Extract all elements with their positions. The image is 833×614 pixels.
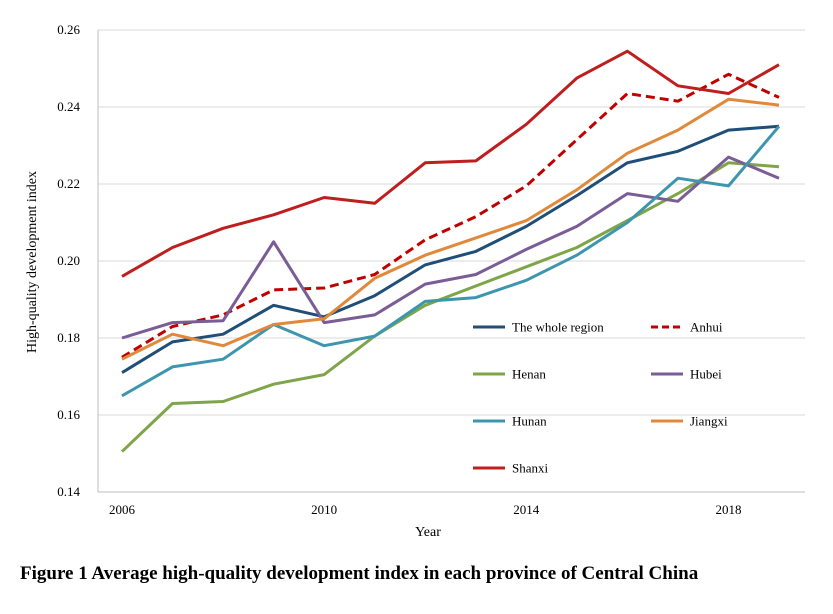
legend-label: The whole region (512, 320, 604, 335)
legend-label: Shanxi (512, 461, 549, 476)
x-axis-label: Year (415, 525, 441, 540)
x-tick-label: 2010 (311, 502, 337, 517)
legend-label: Henan (512, 367, 546, 382)
figure-caption: Figure 1 Average high-quality developmen… (20, 563, 699, 584)
legend-item: Henan (473, 367, 546, 382)
gridlines (98, 29, 805, 416)
axes: 0.14 0.16 0.18 0.20 0.22 0.24 0.26 2006 2010 2014… (57, 22, 805, 517)
y-tick-label: 0.16 (57, 407, 80, 422)
legend-label: Anhui (690, 320, 723, 335)
y-tick-label: 0.18 (57, 330, 80, 345)
y-tick-label: 0.22 (57, 176, 80, 191)
legend-item: Jiangxi (651, 414, 728, 429)
series-line-hubei (121, 155, 780, 340)
x-tick-label: 2006 (109, 502, 136, 517)
legend-label: Jiangxi (690, 414, 728, 429)
series-line-jiangxi (121, 97, 780, 361)
series-lines (120, 49, 781, 453)
y-tick-label: 0.14 (57, 484, 80, 499)
series-line-hunan (121, 125, 781, 398)
y-tick-label: 0.26 (57, 22, 80, 37)
legend-item: Anhui (651, 320, 723, 335)
y-tick-label: 0.20 (57, 253, 80, 268)
legend-label: Hubei (690, 367, 722, 382)
y-tick-label: 0.24 (57, 99, 80, 114)
line-chart: 0.14 0.16 0.18 0.20 0.22 0.24 0.26 2006 2010 2014… (25, 22, 805, 540)
legend-item: Hunan (473, 414, 547, 429)
y-axis-label: High-quality development index (25, 171, 40, 353)
x-tick-label: 2014 (513, 502, 540, 517)
series-line-henan (120, 161, 780, 453)
legend-item: Shanxi (473, 461, 549, 476)
legend: The whole region Anhui Henan Hubei Hunan Jian… (473, 320, 728, 476)
series-line-the-whole-region (121, 124, 780, 374)
series-line-shanxi (121, 49, 780, 278)
legend-item: Hubei (651, 367, 722, 382)
series-line-anhui (121, 72, 780, 359)
legend-item: The whole region (473, 320, 604, 335)
legend-label: Hunan (512, 414, 547, 429)
x-tick-label: 2018 (715, 502, 741, 517)
